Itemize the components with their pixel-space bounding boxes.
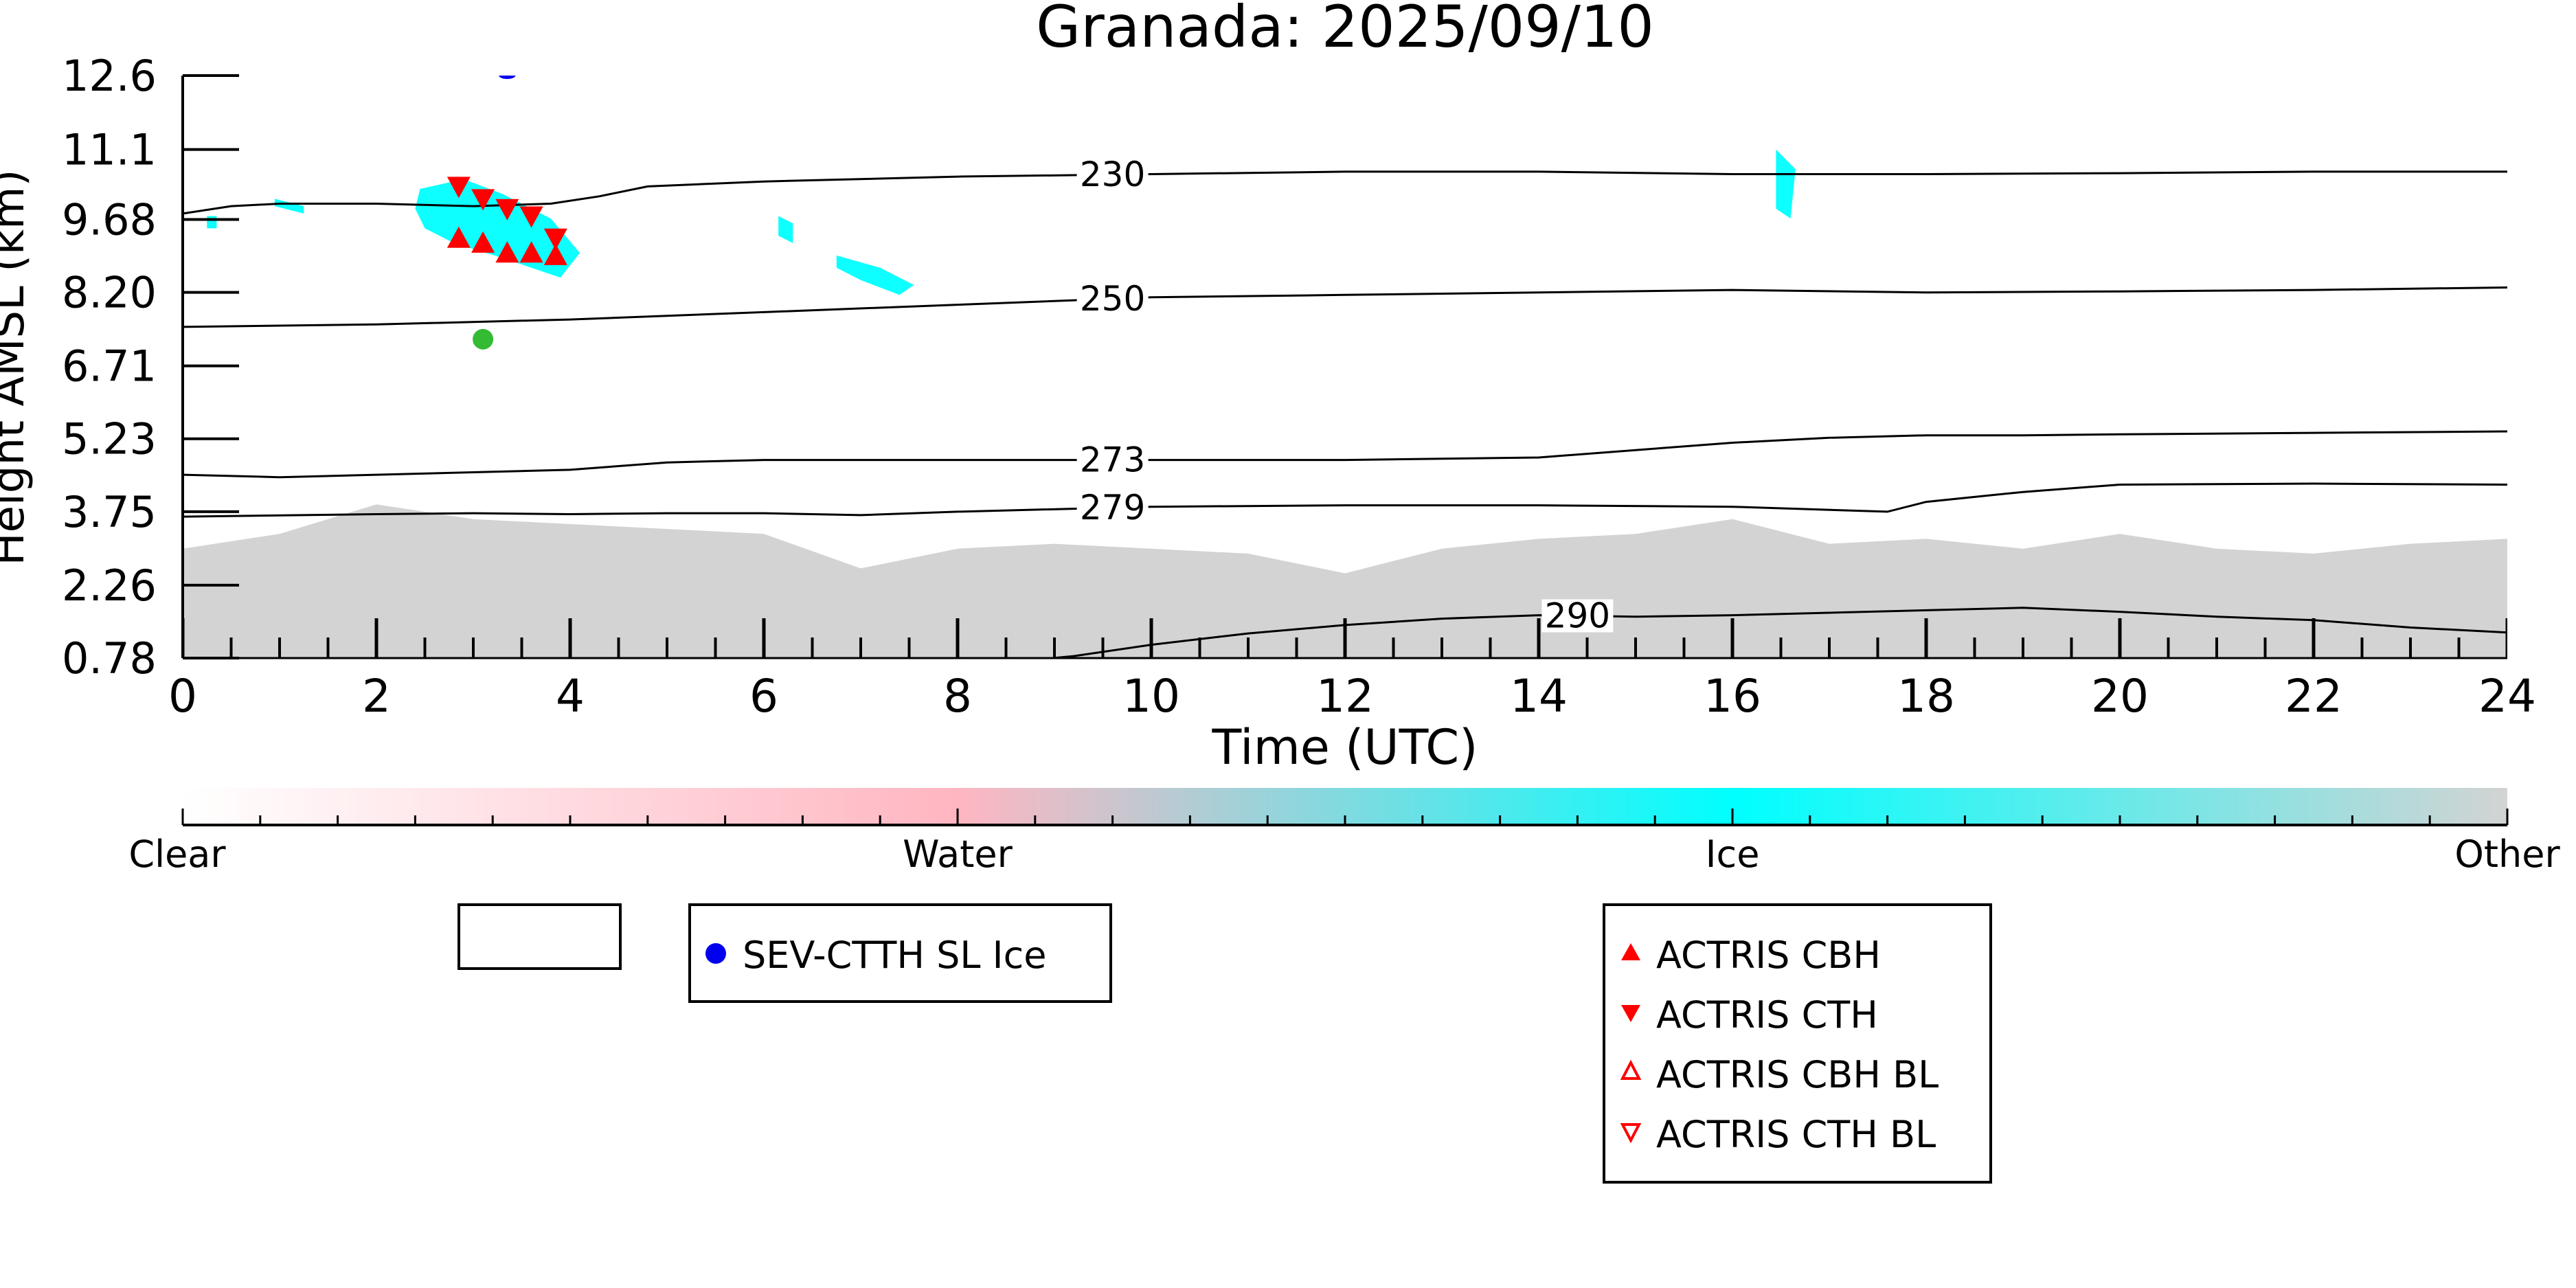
isotherm-line-273 xyxy=(183,430,2507,479)
region-ice-1 xyxy=(415,179,580,278)
y-tick-label-2: 3.75 xyxy=(62,487,157,537)
colorbar-label-clear: Clear xyxy=(128,833,226,876)
chart-title: Granada: 2025/09/10 xyxy=(1036,0,1654,60)
y-tick-label-3: 5.23 xyxy=(62,414,157,464)
legend-actris-frame xyxy=(1603,903,1992,1184)
markers xyxy=(447,76,567,350)
isotherm-line-279 xyxy=(183,482,2507,518)
isotherm-label-250: 250 xyxy=(1080,279,1145,319)
isotherm-label-bg-230 xyxy=(1076,158,1149,192)
marker-cth-4 xyxy=(543,228,567,250)
isotherm-label-290: 290 xyxy=(1545,596,1610,635)
legend-sev-frame xyxy=(688,903,1112,1003)
region-ice-2 xyxy=(836,255,914,295)
marker-cbh-0 xyxy=(447,226,471,248)
colorbar-label-ice: Ice xyxy=(1706,833,1760,876)
isotherm-label-bg-273 xyxy=(1076,443,1149,477)
colorbar-label-other: Other xyxy=(2454,833,2560,876)
legend-cth-triangle-down-icon xyxy=(1621,1005,1640,1022)
region-ice-6 xyxy=(274,199,304,214)
x-axis-label: Time (UTC) xyxy=(1212,719,1478,776)
x-tick-label-1: 2 xyxy=(362,670,391,723)
legend-cth-bl-label: ACTRIS CTH BL xyxy=(1656,1113,1936,1156)
y-tick-label-6: 9.68 xyxy=(62,194,157,245)
isotherm-label-279: 279 xyxy=(1080,488,1145,528)
legend-cth-bl-open-triangle-down-icon xyxy=(1620,1123,1642,1144)
isotherm-label-bg-279 xyxy=(1076,491,1149,525)
isotherm-label-273: 273 xyxy=(1080,440,1145,480)
marker-cth-1 xyxy=(471,189,495,211)
x-tick-label-2: 4 xyxy=(556,670,585,723)
x-tick-label-6: 12 xyxy=(1316,670,1374,723)
region-ice-5 xyxy=(207,216,217,229)
y-tick-label-5: 8.20 xyxy=(62,268,157,318)
isotherm-line-250 xyxy=(183,286,2507,328)
isotherm-label-bg-290 xyxy=(1541,599,1614,633)
marker-cth-0 xyxy=(447,177,471,199)
x-tick-label-7: 14 xyxy=(1510,670,1568,723)
colorbar-ticks xyxy=(181,809,2509,825)
empty-legend-box xyxy=(457,903,622,970)
isotherm-label-230: 230 xyxy=(1080,155,1145,194)
legend-cth-label: ACTRIS CTH xyxy=(1656,993,1878,1037)
colorbar-label-water: Water xyxy=(903,833,1013,876)
y-tick-label-7: 11.1 xyxy=(62,125,157,175)
marker-cbh-4 xyxy=(543,243,567,265)
marker-green-0 xyxy=(473,328,494,350)
y-axis: 0.78 2.26 3.75 5.23 6.71 8.20 9.68 11.1 12.6 xyxy=(62,51,239,683)
marker-cth-3 xyxy=(519,206,543,228)
y-tick-label-1: 2.26 xyxy=(62,561,157,611)
x-inner-ticks xyxy=(183,618,2507,658)
legend-actris: ACTRIS CBH ACTRIS CTH ACTRIS CBH BL ACTR… xyxy=(1603,903,1992,1184)
isotherm-labels: 230 250 273 279 290 xyxy=(1076,155,1614,635)
x-tick-label-5: 10 xyxy=(1122,670,1180,723)
x-tick-label-11: 22 xyxy=(2285,670,2342,723)
marker-cth-2 xyxy=(495,199,519,221)
marker-cbh-1 xyxy=(471,231,495,253)
x-axis: 0 2 4 6 8 10 12 14 16 18 20 22 24 xyxy=(168,670,2536,723)
legend-sev-circle-icon xyxy=(705,943,726,964)
legend-sev-label: SEV-CTTH SL Ice xyxy=(743,934,1047,977)
colorbar: Clear Water Ice Other xyxy=(128,788,2560,876)
legend-cbh-bl-label: ACTRIS CBH BL xyxy=(1656,1053,1939,1096)
y-tick-label-0: 0.78 xyxy=(62,633,157,683)
x-tick-label-3: 6 xyxy=(749,670,778,723)
isotherm-line-230 xyxy=(183,170,2507,215)
y-tick-label-8: 12.6 xyxy=(62,51,157,101)
x-tick-label-10: 20 xyxy=(2091,670,2149,723)
legend-sev: SEV-CTTH SL Ice xyxy=(688,903,1112,1003)
x-tick-label-12: 24 xyxy=(2478,670,2536,723)
region-ice-3 xyxy=(778,216,793,243)
x-tick-label-9: 18 xyxy=(1897,670,1955,723)
x-tick-label-0: 0 xyxy=(168,670,197,723)
marker-cbh-2 xyxy=(495,241,519,263)
marker-cbh-3 xyxy=(519,241,543,263)
legend-cbh-label: ACTRIS CBH xyxy=(1656,934,1881,977)
x-tick-label-4: 8 xyxy=(943,670,972,723)
y-tick-label-4: 6.71 xyxy=(62,341,157,392)
region-ice-4 xyxy=(1776,149,1796,219)
x-tick-label-8: 16 xyxy=(1704,670,1761,723)
marker-sev-0 xyxy=(499,76,516,79)
y-axis-label: Height AMSL (km) xyxy=(0,170,34,566)
legend-cbh-bl-open-triangle-up-icon xyxy=(1620,1059,1642,1080)
isotherm-label-bg-250 xyxy=(1076,282,1149,315)
legend-cbh-triangle-up-icon xyxy=(1621,943,1640,960)
plot-area: 230 250 273 279 290 xyxy=(183,76,2507,658)
